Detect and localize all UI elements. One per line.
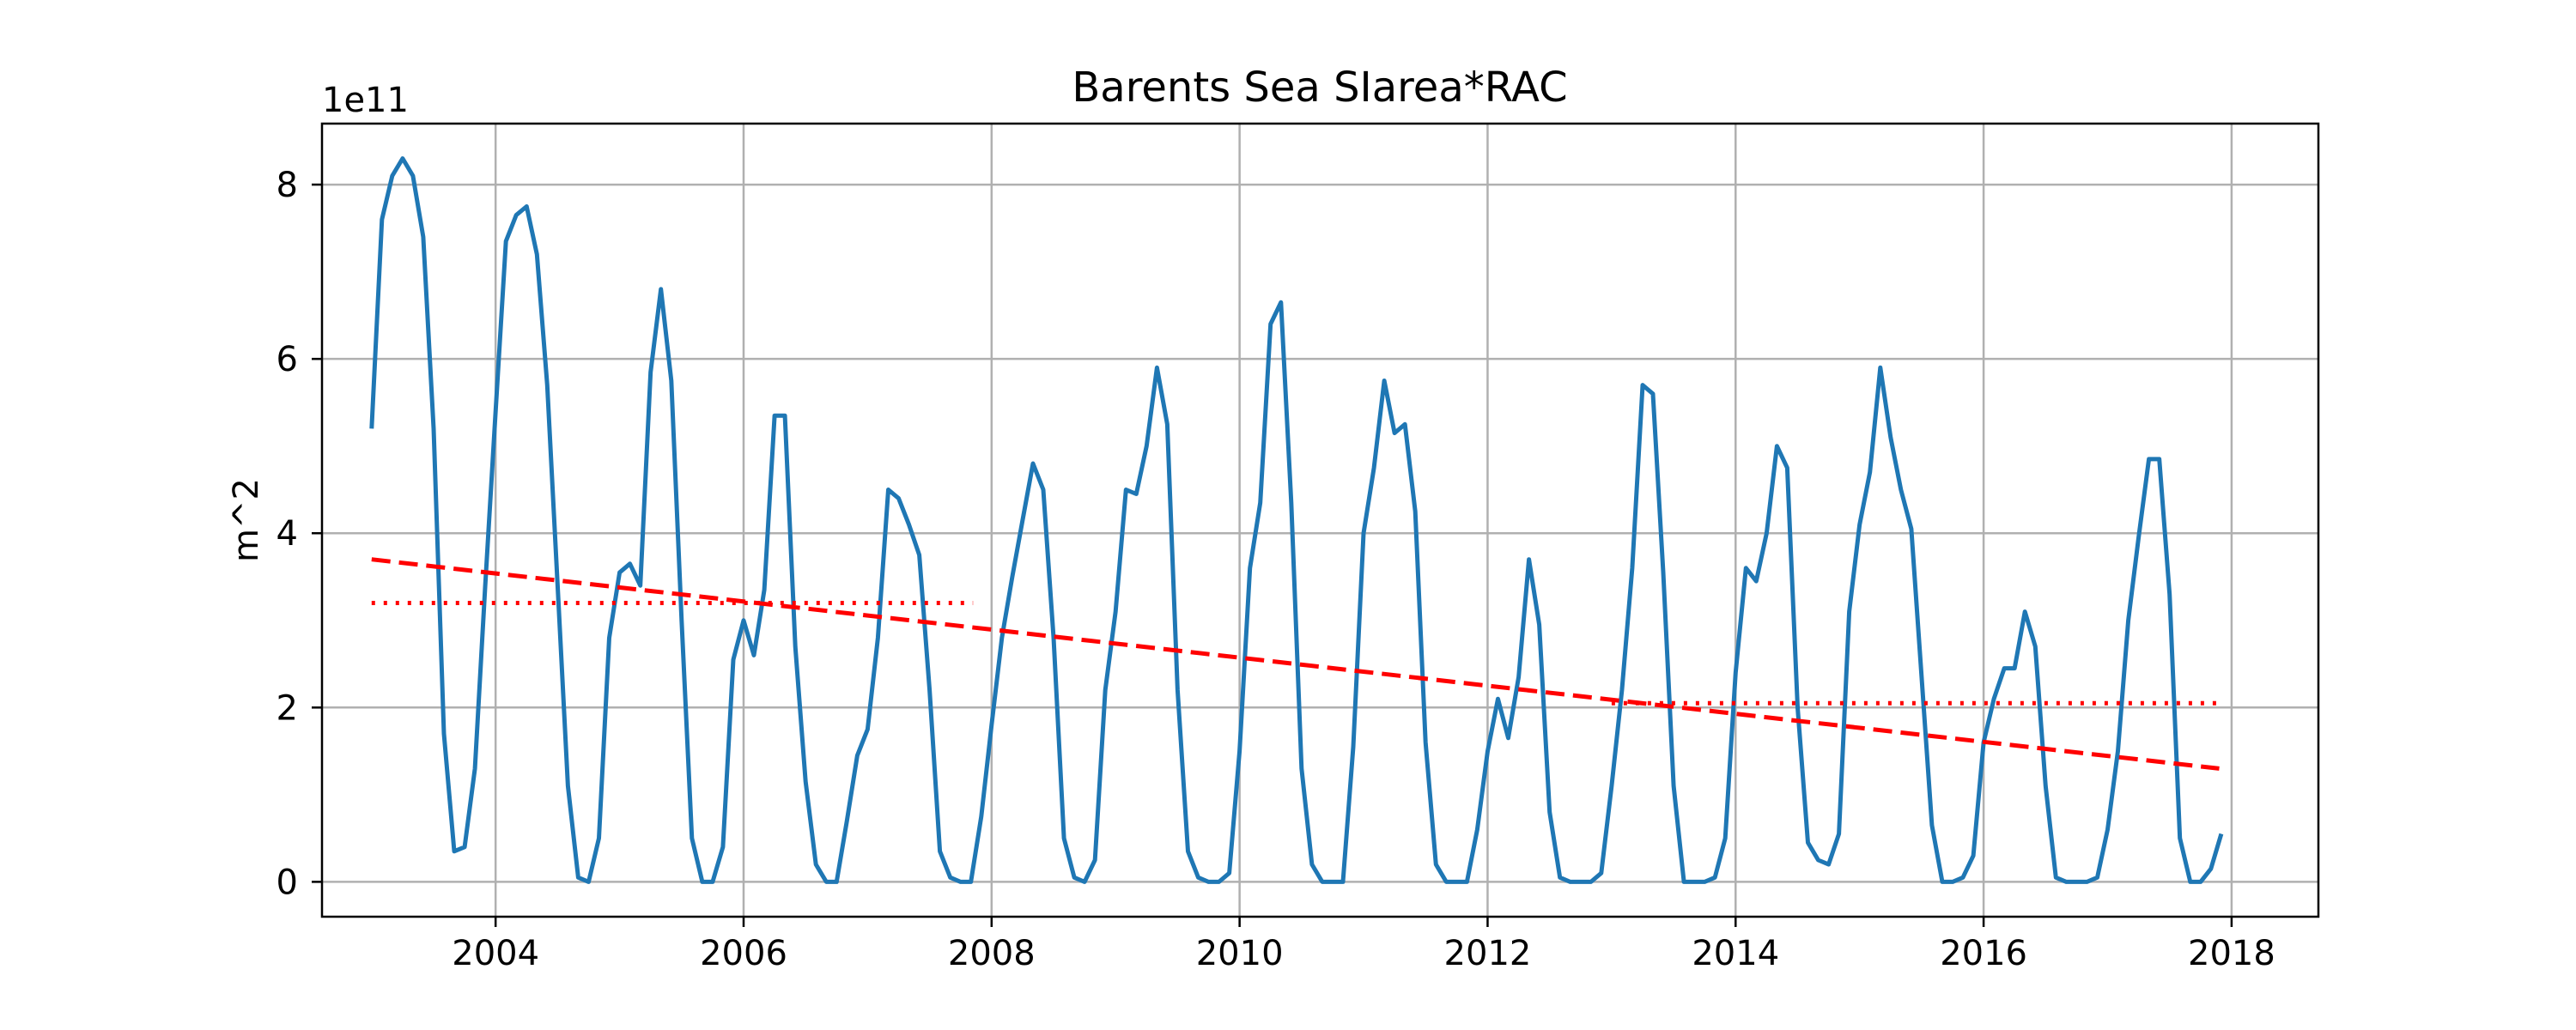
y-tick-label: 0 xyxy=(276,863,298,902)
x-tick-label: 2004 xyxy=(452,934,539,973)
ticks xyxy=(312,183,2233,927)
x-tick-label: 2014 xyxy=(1692,934,1779,973)
tick-labels: 2004 2006 2008 2010 2012 2014 2016 2018 0 2 4 6 8 xyxy=(276,166,2275,973)
plot-frame xyxy=(320,122,2320,918)
series-line-data xyxy=(369,156,2224,884)
gridlines xyxy=(322,124,2318,917)
x-tick-label: 2018 xyxy=(2188,934,2275,973)
series-layer xyxy=(369,156,2224,884)
x-tick-label: 2016 xyxy=(1940,934,2027,973)
x-tick-label: 2008 xyxy=(948,934,1036,973)
x-tick-label: 2010 xyxy=(1196,934,1284,973)
y-tick-label: 6 xyxy=(276,340,298,379)
series-line-trend xyxy=(371,557,2220,771)
y-tick-label: 4 xyxy=(276,514,298,554)
y-offset-label: 1e11 xyxy=(322,81,409,120)
x-tick-label: 2012 xyxy=(1444,934,1532,973)
x-tick-label: 2006 xyxy=(700,934,787,973)
y-tick-label: 2 xyxy=(276,688,298,728)
chart-title: Barents Sea SIarea*RAC xyxy=(1072,64,1567,112)
y-tick-label: 8 xyxy=(276,166,298,205)
y-axis-label: m^2 xyxy=(227,478,266,562)
